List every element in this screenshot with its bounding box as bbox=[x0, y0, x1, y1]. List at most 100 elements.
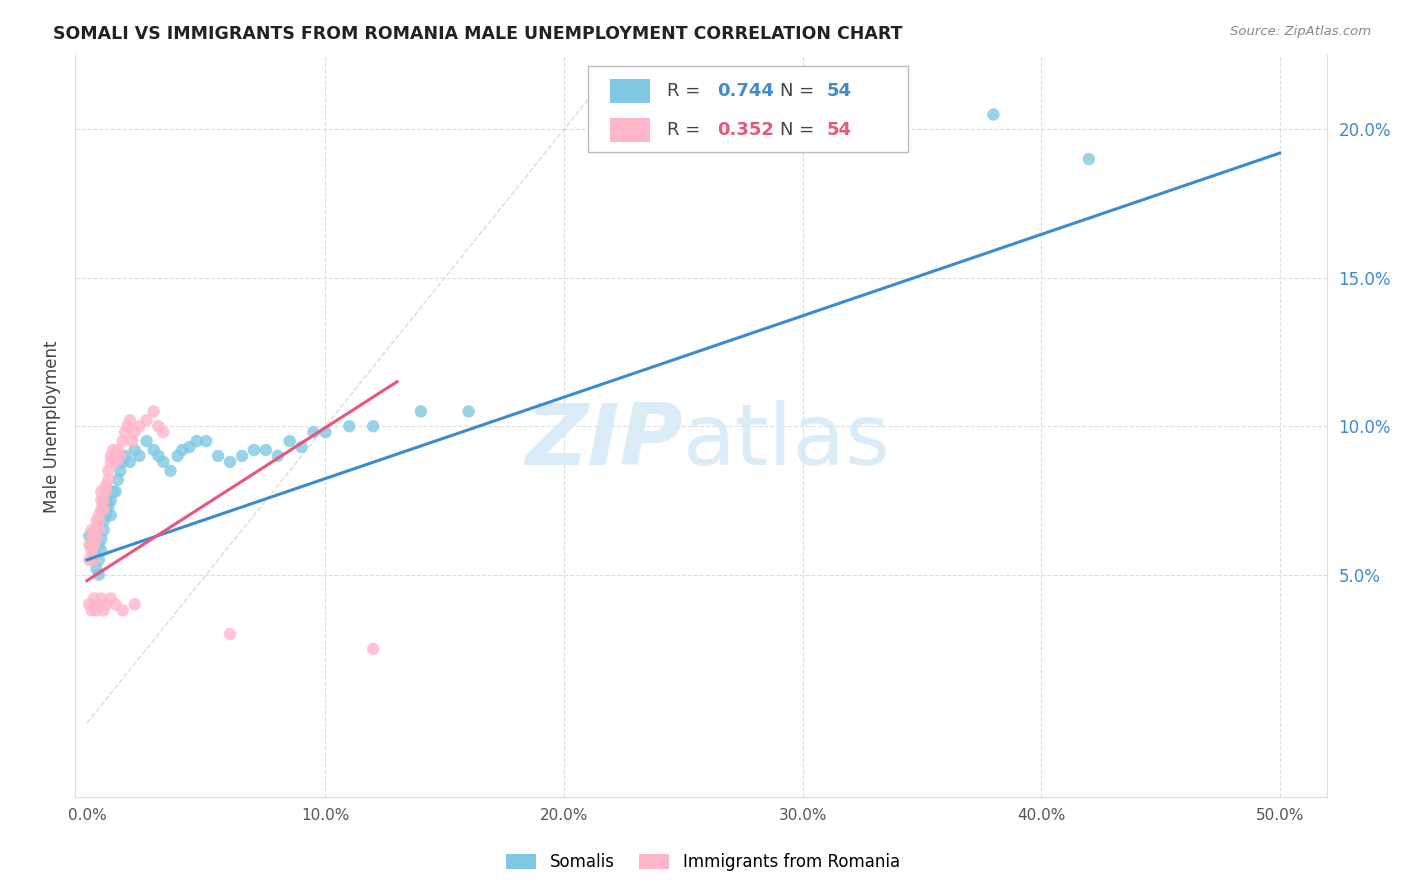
Point bbox=[166, 449, 188, 463]
Point bbox=[314, 425, 336, 440]
Point bbox=[152, 425, 174, 440]
Point bbox=[104, 449, 127, 463]
Point bbox=[135, 434, 157, 449]
Point bbox=[128, 449, 150, 463]
Point bbox=[93, 514, 115, 528]
Point bbox=[111, 455, 134, 469]
Point bbox=[172, 442, 194, 457]
Point bbox=[111, 434, 134, 449]
Point bbox=[80, 523, 103, 537]
Point bbox=[97, 473, 120, 487]
Point bbox=[101, 484, 124, 499]
Point bbox=[97, 500, 120, 514]
Point bbox=[86, 514, 108, 528]
Point bbox=[87, 567, 110, 582]
Text: ZIP: ZIP bbox=[524, 400, 682, 483]
Point bbox=[100, 449, 122, 463]
Point bbox=[117, 419, 139, 434]
Point bbox=[124, 425, 146, 440]
Point bbox=[100, 455, 122, 469]
Point bbox=[90, 484, 112, 499]
Text: N =: N = bbox=[780, 82, 820, 100]
Bar bbox=[610, 79, 650, 103]
Point bbox=[302, 425, 325, 440]
Point bbox=[337, 419, 360, 434]
Point bbox=[159, 464, 181, 478]
Point bbox=[87, 523, 110, 537]
Text: 0.744: 0.744 bbox=[717, 82, 775, 100]
Point bbox=[80, 532, 103, 546]
Point bbox=[86, 603, 108, 617]
Point bbox=[93, 493, 115, 508]
Point bbox=[219, 627, 242, 641]
Point bbox=[1077, 152, 1099, 166]
Text: R =: R = bbox=[668, 82, 706, 100]
Point bbox=[94, 478, 117, 492]
Point bbox=[457, 404, 479, 418]
Point bbox=[94, 508, 117, 523]
Point bbox=[83, 553, 105, 567]
Point bbox=[207, 449, 229, 463]
Point bbox=[118, 455, 141, 469]
Point bbox=[86, 562, 108, 576]
Legend: Somalis, Immigrants from Romania: Somalis, Immigrants from Romania bbox=[498, 845, 908, 880]
Point bbox=[93, 523, 115, 537]
Point bbox=[83, 553, 105, 567]
Point bbox=[114, 425, 136, 440]
Point bbox=[80, 544, 103, 558]
Point bbox=[409, 404, 432, 418]
Point bbox=[79, 538, 101, 552]
Point bbox=[135, 413, 157, 427]
Text: SOMALI VS IMMIGRANTS FROM ROMANIA MALE UNEMPLOYMENT CORRELATION CHART: SOMALI VS IMMIGRANTS FROM ROMANIA MALE U… bbox=[53, 25, 903, 43]
Text: 54: 54 bbox=[827, 121, 852, 139]
Point bbox=[83, 544, 105, 558]
Point bbox=[291, 440, 314, 454]
Y-axis label: Male Unemployment: Male Unemployment bbox=[44, 340, 60, 513]
Point bbox=[148, 419, 170, 434]
Point bbox=[254, 442, 277, 457]
Point bbox=[101, 442, 124, 457]
Point bbox=[128, 419, 150, 434]
Point bbox=[107, 442, 129, 457]
Point bbox=[90, 502, 112, 516]
Text: atlas: atlas bbox=[682, 400, 890, 483]
Point bbox=[93, 502, 115, 516]
Point bbox=[87, 514, 110, 528]
Point bbox=[83, 523, 105, 537]
Point bbox=[186, 434, 208, 449]
Text: 0.352: 0.352 bbox=[717, 121, 775, 139]
Point bbox=[97, 493, 120, 508]
Point bbox=[124, 442, 146, 457]
Point bbox=[361, 641, 384, 656]
Point bbox=[219, 455, 242, 469]
Bar bbox=[610, 118, 650, 142]
Point bbox=[110, 464, 132, 478]
Point bbox=[142, 404, 165, 418]
Point bbox=[94, 598, 117, 612]
Point bbox=[243, 442, 266, 457]
Point bbox=[79, 598, 101, 612]
Text: N =: N = bbox=[780, 121, 820, 139]
Point bbox=[110, 449, 132, 463]
Point bbox=[278, 434, 301, 449]
Point bbox=[87, 508, 110, 523]
Point bbox=[80, 603, 103, 617]
Point bbox=[231, 449, 253, 463]
Point bbox=[79, 529, 101, 543]
Text: R =: R = bbox=[668, 121, 706, 139]
Point bbox=[86, 523, 108, 537]
Point bbox=[86, 532, 108, 546]
Point bbox=[361, 419, 384, 434]
Point bbox=[104, 598, 127, 612]
Point bbox=[100, 508, 122, 523]
Point bbox=[90, 532, 112, 546]
FancyBboxPatch shape bbox=[589, 66, 908, 152]
Point bbox=[90, 493, 112, 508]
Point bbox=[87, 553, 110, 567]
Point bbox=[152, 455, 174, 469]
Point bbox=[90, 544, 112, 558]
Point bbox=[148, 449, 170, 463]
Point bbox=[80, 538, 103, 552]
Point bbox=[104, 484, 127, 499]
Point bbox=[90, 591, 112, 606]
